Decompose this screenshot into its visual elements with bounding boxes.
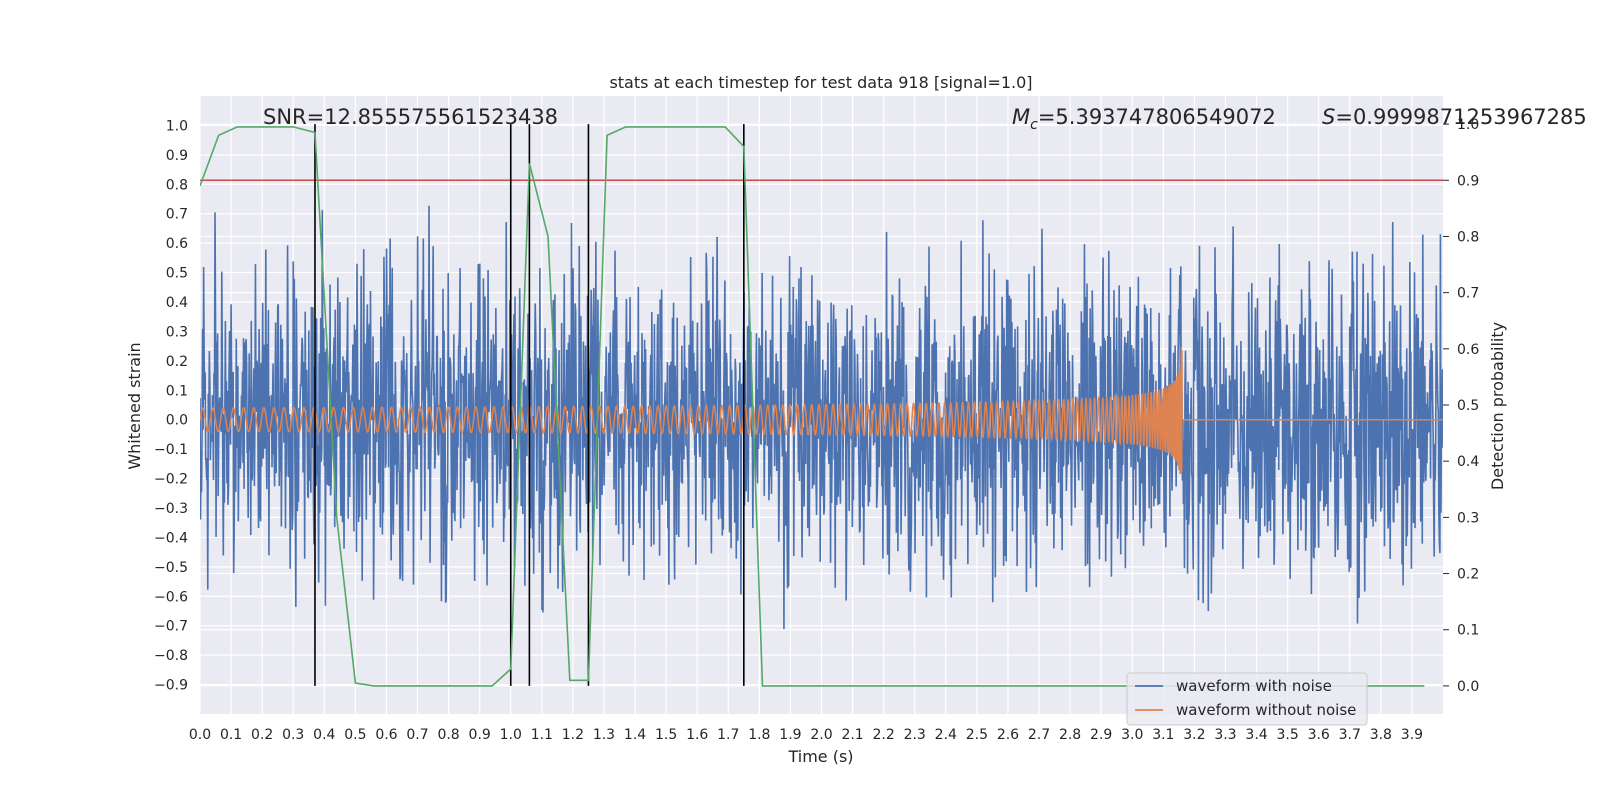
x-tick-label: 1.0 (500, 727, 522, 743)
y2-tick-label: 0.6 (1457, 342, 1479, 358)
x-tick-label: 3.1 (1152, 727, 1174, 743)
x-tick-label: 0.0 (189, 727, 211, 743)
y-tick-label: 0.0 (166, 413, 188, 429)
mc-symbol: M (1012, 105, 1030, 129)
legend: waveform with noise waveform without noi… (1126, 672, 1368, 726)
legend-label-noise: waveform with noise (1176, 677, 1332, 695)
x-tick-label: 3.7 (1339, 727, 1361, 743)
s-annotation: S=0.9999871253967285 (1322, 105, 1587, 129)
y-tick-label: −0.3 (154, 501, 188, 517)
x-tick-label: 2.6 (997, 727, 1019, 743)
mc-subscript: c (1030, 117, 1038, 133)
x-tick-label: 3.5 (1276, 727, 1298, 743)
y-tick-label: −0.5 (154, 560, 188, 576)
y2-tick-label: 0.3 (1457, 510, 1479, 526)
legend-box (1126, 672, 1368, 726)
x-tick-label: 3.9 (1401, 727, 1423, 743)
y2-tick-label: 0.7 (1457, 286, 1479, 302)
x-ticks: 0.0 0.1 0.2 0.3 0.4 0.5 0.6 0.7 0.8 0.9 1.0 1.1 1.2 1… (189, 727, 1423, 743)
x-tick-label: 0.3 (282, 727, 304, 743)
x-tick-label: 2.9 (1090, 727, 1112, 743)
x-axis-label: Time (s) (787, 747, 853, 766)
y2-tick-label: 0.4 (1457, 454, 1479, 470)
x-tick-label: 0.5 (344, 727, 366, 743)
y2-tick-label: 0.0 (1457, 679, 1479, 695)
y2-tick-label: 0.1 (1457, 623, 1479, 639)
y-tick-label: 0.2 (166, 354, 188, 370)
x-tick-label: 3.4 (1245, 727, 1267, 743)
x-tick-label: 0.6 (375, 727, 397, 743)
y2-axis-label: Detection probability (1488, 322, 1507, 490)
x-tick-label: 1.1 (531, 727, 553, 743)
x-tick-label: 0.9 (469, 727, 491, 743)
y-tick-label: 0.1 (166, 383, 188, 399)
y-axis-label: Whitened strain (125, 342, 144, 469)
y-tick-label: 0.8 (166, 177, 188, 193)
y-tick-label: −0.1 (154, 442, 188, 458)
x-tick-label: 1.6 (686, 727, 708, 743)
y2-tick-label: 0.8 (1457, 229, 1479, 245)
x-tick-label: 1.8 (748, 727, 770, 743)
x-tick-label: 0.8 (437, 727, 459, 743)
y-tick-label: 0.3 (166, 324, 188, 340)
legend-label-clean: waveform without noise (1176, 701, 1356, 719)
y-tick-label: −0.4 (154, 530, 188, 546)
x-tick-label: 2.3 (904, 727, 926, 743)
x-tick-label: 2.4 (935, 727, 957, 743)
y-tick-label: −0.9 (154, 678, 188, 694)
y2-tick-label: 1.0 (1457, 117, 1479, 133)
y-tick-label: −0.8 (154, 648, 188, 664)
y-tick-label: 0.5 (166, 266, 188, 282)
y-tick-label: 1.0 (166, 118, 188, 134)
x-tick-label: 3.8 (1370, 727, 1392, 743)
x-tick-label: 0.2 (251, 727, 273, 743)
mc-annotation: Mc=5.393747806549072 (1012, 105, 1276, 133)
x-tick-label: 1.9 (779, 727, 801, 743)
vlines (314, 124, 745, 686)
series-detection-probability (200, 126, 1425, 687)
y-tick-label: 0.4 (166, 295, 188, 311)
s-symbol: S (1322, 105, 1335, 129)
x-tick-label: 2.7 (1028, 727, 1050, 743)
x-tick-label: 0.4 (313, 727, 335, 743)
y-ticks: 1.0 0.9 0.8 0.7 0.6 0.5 0.4 0.3 0.2 0.1 0.0 −0.1 −0.… (154, 118, 188, 693)
y2-tick-label: 0.5 (1457, 398, 1479, 414)
x-tick-label: 1.7 (717, 727, 739, 743)
y-tick-label: −0.2 (154, 472, 188, 488)
x-tick-label: 2.1 (841, 727, 863, 743)
x-tick-label: 2.8 (1059, 727, 1081, 743)
mc-value: =5.393747806549072 (1038, 105, 1276, 129)
x-tick-label: 3.6 (1308, 727, 1330, 743)
x-tick-label: 3.0 (1121, 727, 1143, 743)
x-tick-label: 1.2 (562, 727, 584, 743)
x-tick-label: 1.5 (655, 727, 677, 743)
x-tick-label: 3.3 (1214, 727, 1236, 743)
snr-annotation: SNR=12.855575561523438 (263, 105, 558, 129)
x-tick-label: 0.7 (406, 727, 428, 743)
y-tick-label: 0.7 (166, 207, 188, 223)
y-tick-label: −0.6 (154, 589, 188, 605)
x-tick-label: 3.2 (1183, 727, 1205, 743)
y2-ticks: 1.0 0.9 0.8 0.7 0.6 0.5 0.4 0.3 0.2 0.1 0.0 (1443, 117, 1479, 695)
chart-title: stats at each timestep for test data 918… (609, 73, 1032, 92)
y-tick-label: −0.7 (154, 619, 188, 635)
y-tick-label: 0.9 (166, 148, 188, 164)
y2-tick-label: 0.9 (1457, 173, 1479, 189)
s-value: =0.9999871253967285 (1335, 105, 1586, 129)
series-waveform-without-noise (200, 346, 1443, 475)
y-tick-label: 0.6 (166, 236, 188, 252)
x-tick-label: 1.4 (624, 727, 646, 743)
x-tick-label: 0.1 (220, 727, 242, 743)
y2-tick-label: 0.2 (1457, 567, 1479, 583)
x-tick-label: 2.0 (810, 727, 832, 743)
series-waveform-with-noise (200, 205, 1443, 630)
x-tick-label: 1.3 (593, 727, 615, 743)
x-tick-label: 2.2 (873, 727, 895, 743)
x-tick-label: 2.5 (966, 727, 988, 743)
